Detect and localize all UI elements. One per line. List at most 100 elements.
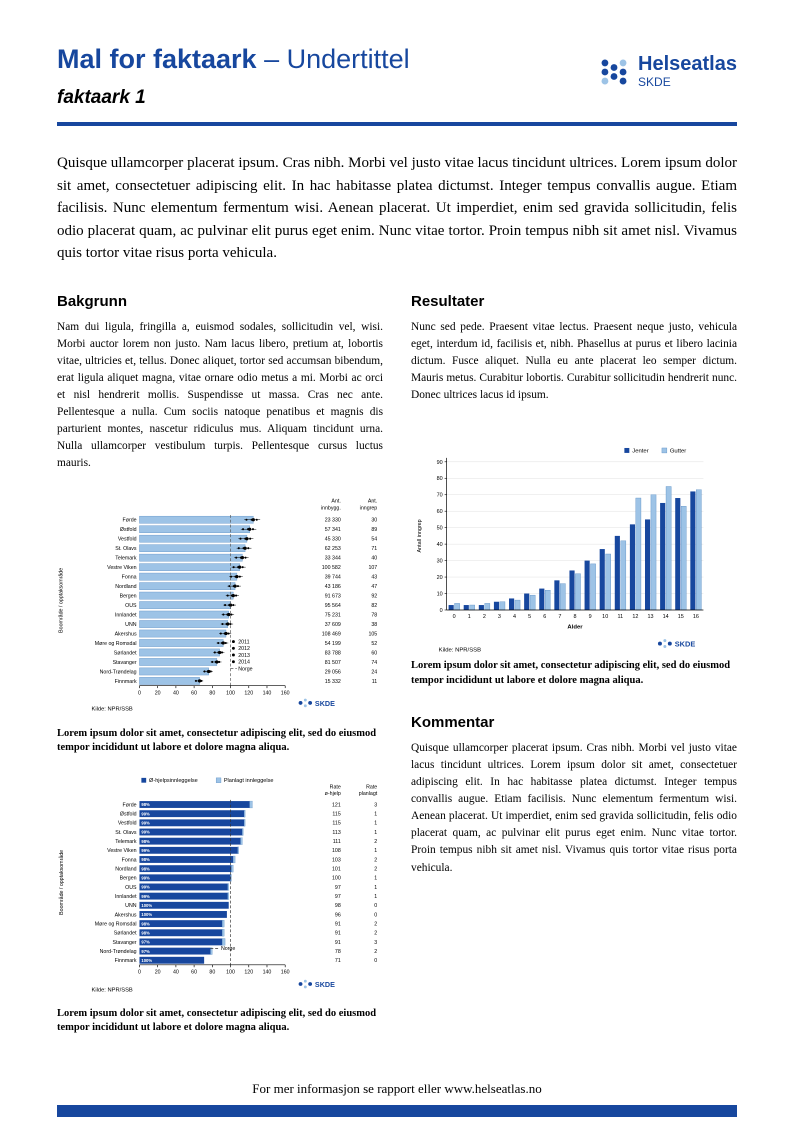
svg-text:1: 1 <box>374 876 377 882</box>
helseatlas-dots-icon <box>601 59 627 84</box>
svg-text:62 253: 62 253 <box>325 547 341 553</box>
svg-text:Rate: Rate <box>330 784 341 790</box>
svg-text:Jenter: Jenter <box>632 448 648 454</box>
svg-text:3: 3 <box>498 614 501 620</box>
svg-text:St. Olavs: St. Olavs <box>115 547 137 553</box>
svg-text:Nord-Trøndelag: Nord-Trøndelag <box>100 949 137 955</box>
svg-text:Stavanger: Stavanger <box>113 940 137 946</box>
svg-text:160: 160 <box>281 691 290 697</box>
svg-text:120: 120 <box>244 691 253 697</box>
svg-text:29 056: 29 056 <box>325 670 341 676</box>
section-heading-kommentar: Kommentar <box>411 713 495 731</box>
svg-text:Bergen: Bergen <box>120 876 137 882</box>
svg-text:0: 0 <box>374 903 377 909</box>
kommentar-text: Quisque ullamcorper placerat ipsum. Cras… <box>411 741 737 874</box>
svg-text:1: 1 <box>468 614 471 620</box>
svg-text:Sørlandet: Sørlandet <box>114 651 137 657</box>
svg-text:1: 1 <box>374 848 377 854</box>
svg-text:3: 3 <box>374 940 377 946</box>
svg-text:99%: 99% <box>141 875 150 880</box>
svg-text:54 199: 54 199 <box>325 641 341 647</box>
chart-1: Ant. innbygg. Ant. inngrep Førde 23 330 30 Østf… <box>57 492 383 722</box>
svg-text:3: 3 <box>374 802 377 808</box>
svg-text:97%: 97% <box>141 940 150 945</box>
svg-text:108: 108 <box>332 848 341 854</box>
svg-text:UNN: UNN <box>125 903 137 909</box>
svg-text:Ø-hjelpsinnleggelse: Ø-hjelpsinnleggelse <box>149 778 198 784</box>
svg-text:40: 40 <box>173 969 179 975</box>
svg-text:20: 20 <box>155 691 161 697</box>
svg-text:74: 74 <box>371 660 377 666</box>
svg-text:98: 98 <box>335 903 341 909</box>
svg-text:5: 5 <box>528 614 531 620</box>
svg-text:OUS: OUS <box>125 885 137 891</box>
svg-text:1: 1 <box>374 894 377 900</box>
svg-text:80: 80 <box>209 969 215 975</box>
svg-text:Planlagt innleggelse: Planlagt innleggelse <box>224 778 274 784</box>
svg-text:Vestfold: Vestfold <box>118 821 137 827</box>
svg-text:Vestfold: Vestfold <box>118 537 137 543</box>
svg-text:St. Olavs: St. Olavs <box>115 830 137 836</box>
svg-text:80: 80 <box>437 476 443 482</box>
svg-text:91: 91 <box>335 931 341 937</box>
svg-text:91 673: 91 673 <box>325 594 341 600</box>
footer-text: For mer informasjon se rapport eller www… <box>252 1081 542 1096</box>
svg-text:11: 11 <box>372 679 378 685</box>
svg-text:Boområde / opptaksområde: Boområde / opptaksområde <box>58 850 65 915</box>
svg-text:2: 2 <box>374 931 377 937</box>
chart-2-caption: Lorem ipsum dolor sit amet, consectetur … <box>57 1008 377 1034</box>
chart-1-caption: Lorem ipsum dolor sit amet, consectetur … <box>57 727 377 753</box>
svg-text:83 788: 83 788 <box>325 651 341 657</box>
svg-text:30: 30 <box>371 518 377 524</box>
svg-text:99%: 99% <box>141 830 150 835</box>
svg-text:Gutter: Gutter <box>670 448 686 454</box>
svg-text:10: 10 <box>437 592 443 598</box>
svg-text:Finnmark: Finnmark <box>115 958 137 964</box>
svg-text:99%: 99% <box>141 848 150 853</box>
svg-text:Akershus: Akershus <box>115 912 137 918</box>
svg-text:Alder: Alder <box>567 625 583 631</box>
svg-text:38: 38 <box>371 622 377 628</box>
svg-text:7: 7 <box>558 614 561 620</box>
svg-text:Sørlandet: Sørlandet <box>114 931 137 937</box>
svg-text:103: 103 <box>332 857 341 863</box>
svg-text:39 744: 39 744 <box>325 575 341 581</box>
svg-text:2: 2 <box>374 839 377 845</box>
svg-text:4: 4 <box>513 614 516 620</box>
svg-text:2: 2 <box>483 614 486 620</box>
svg-text:Boområde / opptaksområde: Boområde / opptaksområde <box>58 568 65 633</box>
svg-text:2: 2 <box>374 921 377 927</box>
svg-text:60: 60 <box>191 691 197 697</box>
svg-text:43 186: 43 186 <box>325 585 341 591</box>
svg-text:Kilde: NPR/SSB: Kilde: NPR/SSB <box>439 648 481 654</box>
svg-text:Østfold: Østfold <box>120 528 137 534</box>
svg-text:SKDE: SKDE <box>315 980 335 989</box>
svg-text:113: 113 <box>332 830 340 836</box>
two-column-layout: Bakgrunn Nam dui ligula, fringilla a, eu… <box>57 293 737 1036</box>
svg-text:Innlandet: Innlandet <box>115 613 137 619</box>
svg-text:60: 60 <box>371 651 377 657</box>
svg-text:12: 12 <box>632 614 638 620</box>
svg-text:52: 52 <box>371 641 377 647</box>
svg-text:91: 91 <box>335 921 341 927</box>
left-column: Bakgrunn Nam dui ligula, fringilla a, eu… <box>57 293 383 1036</box>
section-heading-bakgrunn: Bakgrunn <box>57 292 128 310</box>
svg-text:96: 96 <box>335 912 341 918</box>
resultater-text: Nunc sed pede. Praesent vitae lectus. Pr… <box>411 320 737 401</box>
svg-text:0: 0 <box>138 691 141 697</box>
svg-text:98%: 98% <box>141 930 150 935</box>
svg-text:107: 107 <box>368 566 377 572</box>
helseatlas-logo: Helseatlas SKDE <box>597 54 737 89</box>
svg-text:111: 111 <box>333 839 341 845</box>
svg-text:9: 9 <box>589 614 592 620</box>
svg-text:0: 0 <box>138 969 141 975</box>
svg-text:Akershus: Akershus <box>115 632 137 638</box>
chart-3: 0 10 20 30 40 50 60 70 80 90 Jenter Gutter 0 1 2 3 4 5 6 7 8… <box>411 446 737 655</box>
svg-text:Førde: Førde <box>123 518 137 524</box>
svg-text:Telemark: Telemark <box>115 556 137 562</box>
svg-text:105: 105 <box>368 632 377 638</box>
svg-text:50: 50 <box>437 526 443 532</box>
svg-text:95 564: 95 564 <box>325 603 341 609</box>
svg-text:33 344: 33 344 <box>325 556 341 562</box>
svg-text:Norge: Norge <box>221 946 235 952</box>
